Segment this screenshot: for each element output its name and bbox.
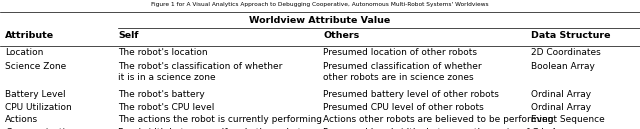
Text: Battery Level: Battery Level <box>5 90 66 99</box>
Text: Graph: Graph <box>531 128 559 129</box>
Text: Communication: Communication <box>5 128 77 129</box>
Text: Data Structure: Data Structure <box>531 31 611 40</box>
Text: CPU Utilization: CPU Utilization <box>5 103 72 112</box>
Text: The robot's battery: The robot's battery <box>118 90 205 99</box>
Text: Worldview Attribute Value: Worldview Attribute Value <box>250 16 390 25</box>
Text: Presumed battery level of other robots: Presumed battery level of other robots <box>323 90 499 99</box>
Text: Location: Location <box>5 48 44 57</box>
Text: Presumed location of other robots: Presumed location of other robots <box>323 48 477 57</box>
Text: Presumed bandwidths between other pairs of robots: Presumed bandwidths between other pairs … <box>323 128 561 129</box>
Text: The robot's CPU level: The robot's CPU level <box>118 103 215 112</box>
Text: 2D Coordinates: 2D Coordinates <box>531 48 601 57</box>
Text: Attribute: Attribute <box>5 31 54 40</box>
Text: Actions: Actions <box>5 115 38 124</box>
Text: Science Zone: Science Zone <box>5 62 67 71</box>
Text: Boolean Array: Boolean Array <box>531 62 595 71</box>
Text: Event Sequence: Event Sequence <box>531 115 605 124</box>
Text: Figure 1 for A Visual Analytics Approach to Debugging Cooperative, Autonomous Mu: Figure 1 for A Visual Analytics Approach… <box>151 2 489 7</box>
Text: The robot's location: The robot's location <box>118 48 208 57</box>
Text: Others: Others <box>323 31 360 40</box>
Text: Ordinal Array: Ordinal Array <box>531 103 591 112</box>
Text: Presumed classification of whether
other robots are in science zones: Presumed classification of whether other… <box>323 62 482 82</box>
Text: Bandwidth between self and other robots: Bandwidth between self and other robots <box>118 128 307 129</box>
Text: The actions the robot is currently performing: The actions the robot is currently perfo… <box>118 115 323 124</box>
Text: The robot's classification of whether
it is in a science zone: The robot's classification of whether it… <box>118 62 283 82</box>
Text: Actions other robots are believed to be performing: Actions other robots are believed to be … <box>323 115 554 124</box>
Text: Presumed CPU level of other robots: Presumed CPU level of other robots <box>323 103 484 112</box>
Text: Self: Self <box>118 31 139 40</box>
Text: Ordinal Array: Ordinal Array <box>531 90 591 99</box>
